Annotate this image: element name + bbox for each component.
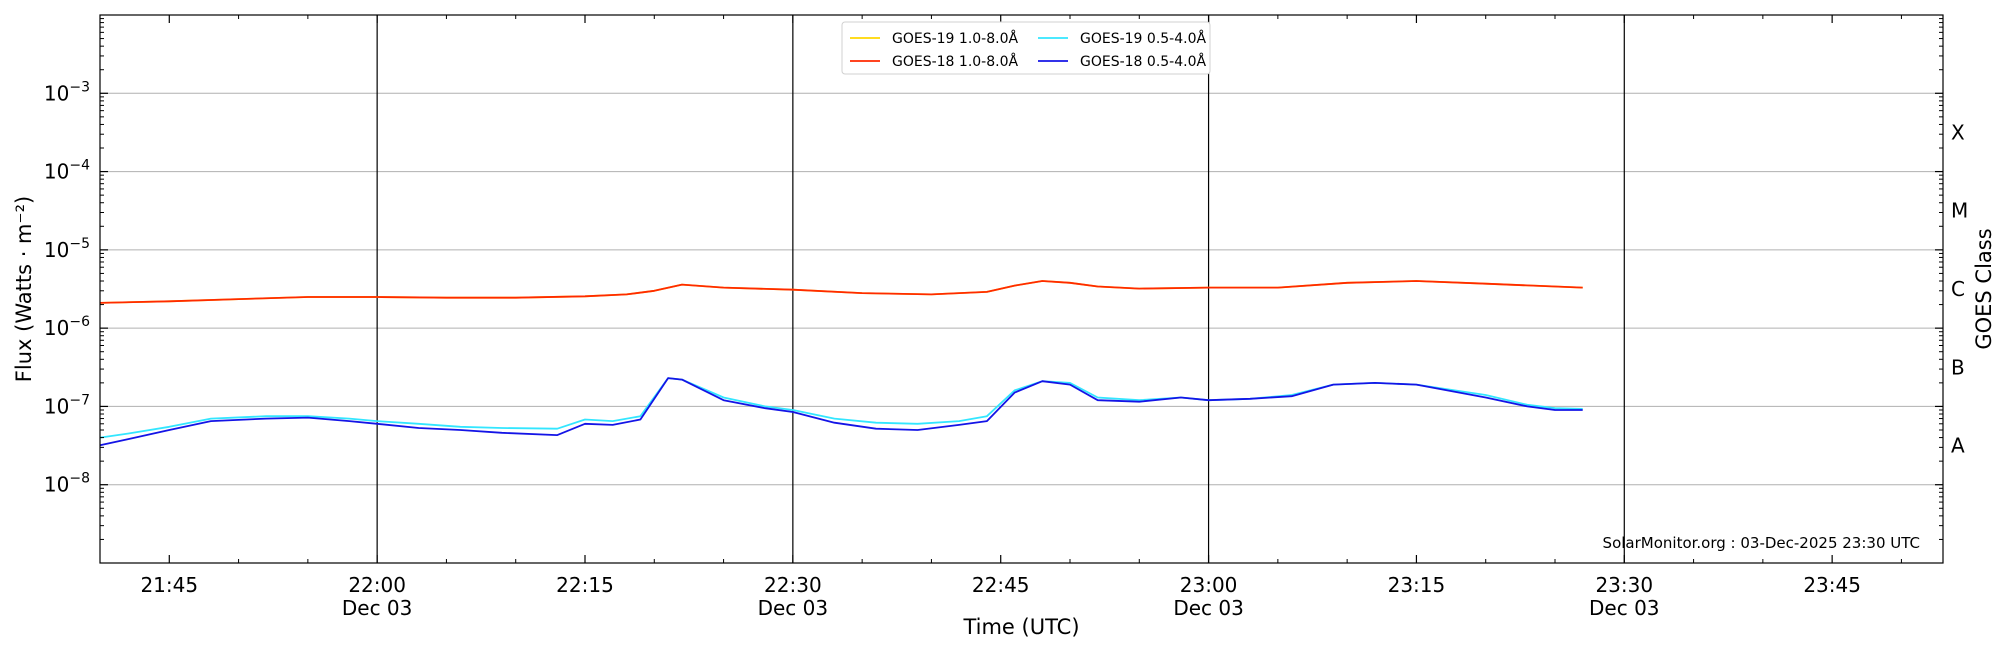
- y-tick-exponent: −5: [69, 236, 90, 252]
- x-axis-title: Time (UTC): [962, 615, 1079, 639]
- goes-class-labels: A B C M X: [1951, 120, 1968, 457]
- goes-class-label-a: A: [1951, 434, 1965, 458]
- plot-frame: [99, 14, 1944, 564]
- y-tick-label: 10−4: [44, 158, 90, 184]
- x-tick-label: 22:30: [764, 573, 822, 597]
- y-tick-exponent: −8: [69, 471, 90, 487]
- goes-class-label-c: C: [1951, 277, 1965, 301]
- credit-text: SolarMonitor.org : 03-Dec-2025 23:30 UTC: [1603, 534, 1920, 552]
- legend-label-1: GOES-18 1.0-8.0Å: [892, 53, 1018, 70]
- legend: GOES-19 1.0-8.0Å GOES-18 1.0-8.0Å GOES-19 …: [841, 21, 1211, 75]
- y-tick-label: 10−7: [44, 392, 90, 418]
- legend-label-3: GOES-18 0.5-4.0Å: [1080, 53, 1206, 70]
- goes-class-label-m: M: [1951, 199, 1968, 223]
- y-tick-base: 10: [44, 81, 69, 105]
- x-tick-label: 22:00: [348, 573, 406, 597]
- y-tick-base: 10: [44, 394, 69, 418]
- x-tick-label: 23:15: [1388, 573, 1446, 597]
- day-marker-lines: [376, 15, 1625, 563]
- x-tick-label: 23:45: [1803, 573, 1861, 597]
- series-lines: [99, 280, 1583, 447]
- grid-lines: [100, 92, 1943, 486]
- x-tick-label: 22:45: [972, 573, 1030, 597]
- series-line-1: [99, 280, 1583, 304]
- y-tick-exponent: −7: [69, 392, 90, 408]
- y-tick-label: 10−5: [44, 236, 90, 262]
- y-axis-ticks: 10−810−710−610−510−410−3: [44, 18, 1943, 540]
- legend-label-2: GOES-19 0.5-4.0Å: [1080, 30, 1206, 47]
- y-tick-base: 10: [44, 160, 69, 184]
- x-tick-label: 23:30: [1595, 573, 1653, 597]
- series-line-3: [99, 377, 1583, 447]
- x-tick-date-label: Dec 03: [1173, 596, 1244, 620]
- y-tick-base: 10: [44, 316, 69, 340]
- y-tick-exponent: −6: [69, 314, 90, 330]
- y2-axis-title: GOES Class: [1972, 228, 1996, 349]
- legend-box: [841, 21, 1211, 75]
- x-tick-label: 22:15: [556, 573, 614, 597]
- x-tick-date-label: Dec 03: [342, 596, 413, 620]
- goes-class-label-x: X: [1951, 120, 1965, 144]
- x-tick-date-label: Dec 03: [758, 596, 829, 620]
- y-tick-base: 10: [44, 238, 69, 262]
- y-tick-base: 10: [44, 473, 69, 497]
- goes-class-label-b: B: [1951, 355, 1965, 379]
- x-tick-label: 23:00: [1180, 573, 1238, 597]
- y-tick-label: 10−6: [44, 314, 90, 340]
- y-tick-exponent: −3: [69, 79, 90, 95]
- y-tick-exponent: −4: [69, 158, 90, 174]
- legend-label-0: GOES-19 1.0-8.0Å: [892, 30, 1018, 47]
- y-axis-title: Flux (Watts · m⁻²): [12, 196, 36, 382]
- series-line-2: [99, 377, 1583, 439]
- y-tick-label: 10−8: [44, 471, 90, 497]
- y-tick-label: 10−3: [44, 79, 90, 105]
- x-tick-date-label: Dec 03: [1589, 596, 1660, 620]
- x-tick-label: 21:45: [140, 573, 198, 597]
